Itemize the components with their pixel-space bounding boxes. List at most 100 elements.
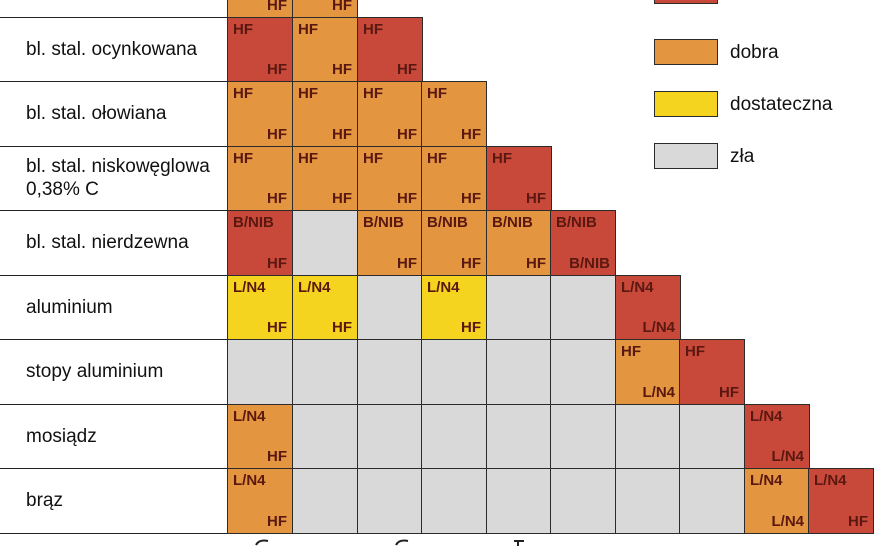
legend-label-dostateczna: dostateczna	[730, 94, 833, 115]
matrix-cell: HF HF	[292, 146, 358, 211]
row-label: bl. stal. nierdzewna	[26, 232, 189, 253]
matrix-cell	[486, 275, 552, 340]
matrix-cell: L/N4 HF	[808, 468, 874, 534]
cell-code-top: HF	[685, 343, 705, 360]
row-divider	[0, 533, 227, 534]
matrix-cell	[357, 468, 423, 534]
cell-code-bottom: HF	[461, 319, 481, 336]
cell-code-top: HF	[427, 85, 447, 102]
legend-swatch-doskonala	[654, 0, 718, 4]
matrix-cell	[679, 468, 745, 534]
cell-code-bottom: L/N4	[771, 448, 804, 465]
cell-code-top: HF	[427, 150, 447, 167]
legend-swatch-dostateczna	[654, 91, 718, 117]
matrix-cell: L/N4 HF	[227, 468, 293, 534]
axis-fragment	[395, 533, 409, 546]
matrix-cell	[550, 275, 616, 340]
cell-code-bottom: HF	[526, 255, 546, 272]
matrix-cell	[486, 339, 552, 405]
cell-code-bottom: HF	[267, 448, 287, 465]
matrix-cell: B/NIB HF	[486, 210, 552, 276]
matrix-cell: HF HF	[679, 339, 745, 405]
cell-code-bottom: B/NIB	[569, 255, 610, 272]
cell-code-top: HF	[298, 21, 318, 38]
matrix-cell	[292, 339, 358, 405]
matrix-cell: HF HF	[292, 81, 358, 147]
cell-code-bottom: HF	[397, 61, 417, 78]
matrix-cell	[357, 275, 423, 340]
matrix-cell: HF HF	[357, 81, 423, 147]
matrix-cell: HF HF	[421, 146, 487, 211]
matrix-cell: B/NIB B/NIB	[550, 210, 616, 276]
row-label: bl. stal. niskowęglowa 0,38% C	[26, 156, 210, 200]
legend-swatch-dobra	[654, 39, 718, 65]
row-divider	[0, 17, 227, 18]
matrix-cell	[227, 339, 293, 405]
matrix-cell: B/NIB HF	[227, 210, 293, 276]
cell-code-top: HF	[363, 85, 383, 102]
matrix-cell: HF L/N4	[615, 339, 681, 405]
matrix-cell: L/N4 HF	[227, 275, 293, 340]
cell-code-top: L/N4	[427, 279, 460, 296]
row-label: brąz	[26, 490, 63, 511]
matrix-cell: L/N4 L/N4	[744, 404, 810, 469]
row-label: mosiądz	[26, 425, 97, 447]
matrix-cell: L/N4 L/N4	[615, 275, 681, 340]
cell-code-top: HF	[363, 21, 383, 38]
matrix-cell	[421, 339, 487, 405]
matrix-cell	[550, 404, 616, 469]
cell-code-bottom: HF	[267, 513, 287, 530]
cell-code-top: HF	[363, 150, 383, 167]
matrix-cell: HF HF	[421, 81, 487, 147]
row-label: bl. stal. ołowiana	[26, 103, 167, 124]
matrix-cell: HF HF	[357, 17, 423, 82]
matrix-cell	[679, 404, 745, 469]
row-divider	[0, 81, 227, 82]
cell-code-top: B/NIB	[363, 214, 404, 231]
cell-code-bottom: HF	[267, 61, 287, 78]
cell-code-bottom: HF	[267, 0, 287, 14]
row-divider	[0, 146, 227, 147]
cell-code-bottom: HF	[397, 126, 417, 143]
matrix-cell: L/N4 L/N4	[744, 468, 810, 534]
matrix-cell	[357, 339, 423, 405]
matrix-cell	[615, 404, 681, 469]
cell-code-bottom: HF	[267, 319, 287, 336]
cell-code-bottom: HF	[332, 0, 352, 14]
cell-code-bottom: L/N4	[771, 513, 804, 530]
cell-code-bottom: HF	[397, 255, 417, 272]
cell-code-top: HF	[621, 343, 641, 360]
matrix-cell	[421, 404, 487, 469]
matrix-cell	[486, 468, 552, 534]
matrix-cell	[550, 339, 616, 405]
matrix-cell	[292, 210, 358, 276]
matrix-cell: HF HF	[357, 146, 423, 211]
cell-code-bottom: HF	[267, 190, 287, 207]
cell-code-top: L/N4	[750, 472, 783, 489]
cell-code-bottom: HF	[719, 384, 739, 401]
legend-label-dobra: dobra	[730, 42, 779, 63]
cell-code-top: B/NIB	[556, 214, 597, 231]
matrix-cell	[292, 404, 358, 469]
legend-label-zla: zła	[730, 146, 755, 167]
matrix-cell	[292, 468, 358, 534]
axis-fragment	[512, 533, 526, 546]
matrix-cell	[550, 468, 616, 534]
cell-code-bottom: HF	[848, 513, 868, 530]
row-divider	[0, 339, 227, 340]
matrix-cell	[357, 404, 423, 469]
matrix-cell: B/NIB HF	[357, 210, 423, 276]
row-divider	[0, 275, 227, 276]
cell-code-bottom: HF	[461, 255, 481, 272]
cell-code-bottom: HF	[267, 126, 287, 143]
cell-code-top: B/NIB	[492, 214, 533, 231]
cell-code-top: HF	[233, 21, 253, 38]
cell-code-bottom: HF	[332, 126, 352, 143]
cell-code-top: HF	[233, 150, 253, 167]
cell-code-bottom: HF	[397, 190, 417, 207]
matrix-cell	[421, 468, 487, 534]
cell-code-top: HF	[298, 150, 318, 167]
matrix-cell: HF HF	[227, 81, 293, 147]
row-label: aluminium	[26, 296, 113, 318]
cell-code-top: B/NIB	[427, 214, 468, 231]
